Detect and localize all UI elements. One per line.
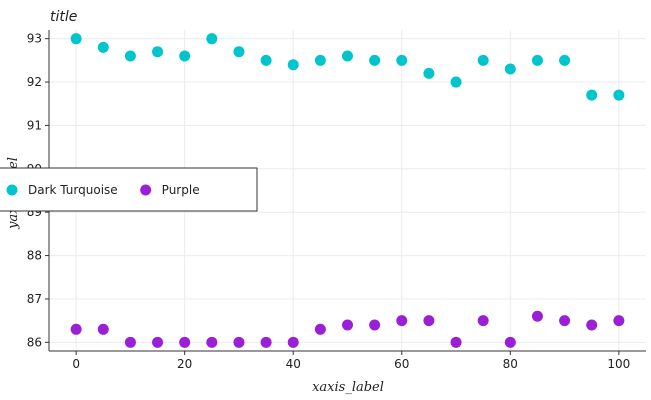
- data-point: [477, 315, 489, 327]
- legend-box: [0, 167, 258, 212]
- x-tick-label: 80: [503, 357, 518, 371]
- data-point: [559, 315, 571, 327]
- data-point: [179, 50, 191, 62]
- data-point: [287, 59, 299, 71]
- data-point: [450, 336, 462, 348]
- data-point: [287, 336, 299, 348]
- data-point: [369, 319, 381, 331]
- data-point: [559, 54, 571, 66]
- data-point: [179, 336, 191, 348]
- data-point: [586, 89, 598, 101]
- legend-label: Dark Turquoise: [28, 183, 118, 197]
- legend: Dark Turquoise Purple: [0, 167, 258, 212]
- data-point: [531, 310, 543, 322]
- data-point: [396, 54, 408, 66]
- data-point: [423, 67, 435, 79]
- y-tick-label: 88: [27, 249, 42, 263]
- data-point: [314, 54, 326, 66]
- y-tick-label: 87: [27, 292, 42, 306]
- data-point: [152, 46, 164, 58]
- x-tick-label: 60: [394, 357, 409, 371]
- data-point: [206, 336, 218, 348]
- y-tick-label: 86: [27, 335, 42, 349]
- data-point: [613, 89, 625, 101]
- legend-marker: [140, 184, 152, 196]
- data-point: [369, 54, 381, 66]
- x-axis-label: xaxis_label: [312, 380, 384, 395]
- data-point: [423, 315, 435, 327]
- data-point: [613, 315, 625, 327]
- data-points: [70, 33, 625, 348]
- data-point: [97, 41, 109, 53]
- data-point: [206, 33, 218, 45]
- y-tick-label: 93: [27, 32, 42, 46]
- data-point: [233, 336, 245, 348]
- data-point: [314, 323, 326, 335]
- data-point: [124, 336, 136, 348]
- data-point: [124, 50, 136, 62]
- data-point: [586, 319, 598, 331]
- y-tick-label: 91: [27, 118, 42, 132]
- data-point: [342, 50, 353, 62]
- x-tick-label: 0: [72, 357, 80, 371]
- data-point: [531, 54, 543, 66]
- data-point: [396, 315, 408, 327]
- data-point: [477, 54, 489, 66]
- data-point: [504, 63, 516, 75]
- data-point: [504, 336, 516, 348]
- data-point: [450, 76, 462, 88]
- legend-label: Purple: [162, 183, 200, 197]
- data-point: [152, 336, 164, 348]
- chart-title: title: [50, 9, 77, 25]
- data-point: [260, 54, 272, 66]
- data-point: [342, 319, 353, 331]
- x-tick-label: 100: [607, 357, 630, 371]
- x-tick-label: 20: [177, 357, 192, 371]
- data-point: [97, 323, 109, 335]
- data-point: [233, 46, 245, 58]
- data-point: [70, 33, 82, 45]
- data-point: [70, 323, 82, 335]
- legend-marker: [6, 184, 18, 196]
- x-tick-label: 40: [286, 357, 301, 371]
- data-point: [260, 336, 272, 348]
- axes: 0204060801008687888990919293: [27, 30, 646, 371]
- y-tick-label: 92: [27, 75, 42, 89]
